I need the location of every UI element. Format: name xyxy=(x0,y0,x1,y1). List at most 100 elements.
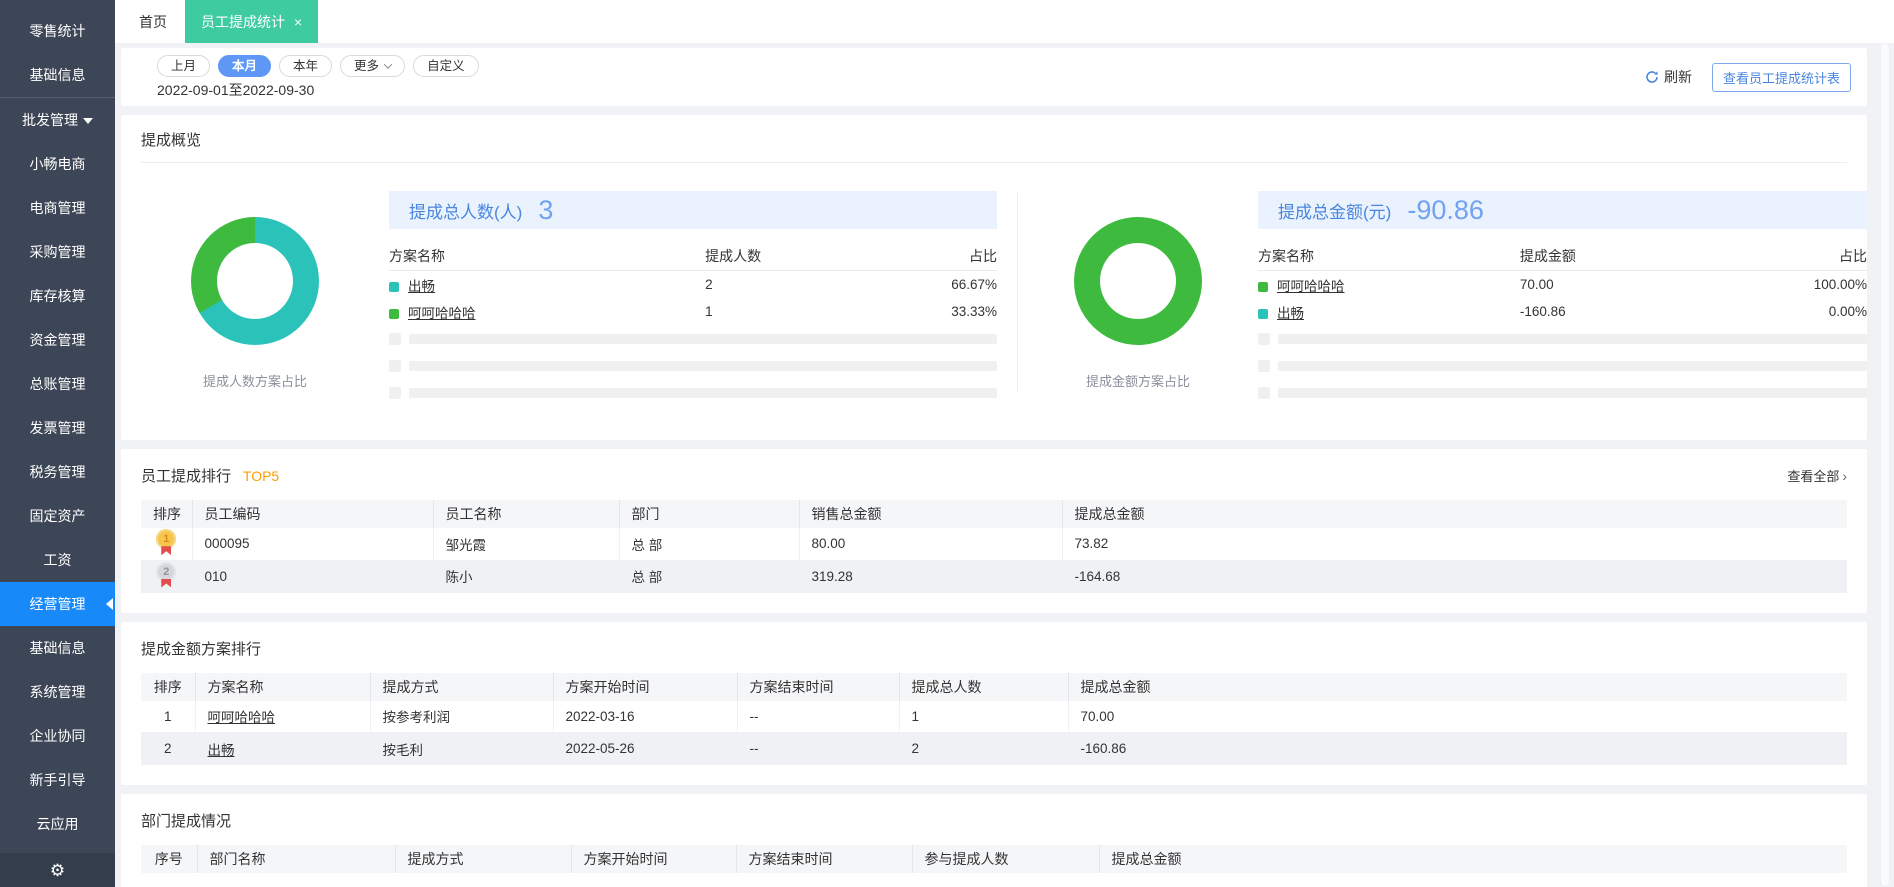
department: 总 部 xyxy=(619,560,800,593)
stat-value: -90.86 xyxy=(1407,194,1484,225)
commission-method: 按毛利 xyxy=(370,732,554,765)
view-all-link[interactable]: 查看全部 › xyxy=(1787,466,1847,485)
sidebar-item-fixed-assets[interactable]: 固定资产 xyxy=(29,508,86,524)
gear-icon[interactable]: ⚙ xyxy=(49,860,66,880)
placeholder-row xyxy=(1258,352,1867,379)
employee-ranking-title-group: 员工提成排行 TOP5 xyxy=(141,465,279,486)
column-header: 部门 xyxy=(619,500,800,528)
sidebar-item-funds-mgmt[interactable]: 资金管理 xyxy=(29,332,86,348)
department-table: 序号 部门名称 提成方式 方案开始时间 方案结束时间 参与提成人数 提成总金额 xyxy=(141,845,1847,873)
close-icon[interactable]: × xyxy=(294,13,303,30)
pill-more[interactable]: 更多 xyxy=(340,54,406,77)
sidebar-item-label: 批发管理 xyxy=(22,112,78,128)
placeholder-row xyxy=(1258,379,1867,406)
vertical-divider xyxy=(1017,191,1018,392)
column-header: 销售总金额 xyxy=(799,500,1063,528)
column-header: 提成总人数 xyxy=(899,672,1069,701)
sidebar-item-xiaochang-ecommerce[interactable]: 小畅电商 xyxy=(29,156,86,172)
rank-number: 1 xyxy=(141,700,196,733)
table-row: 出畅 2 66.67% xyxy=(389,271,997,298)
active-item-arrow-icon xyxy=(106,598,113,610)
amount-overview-half: 提成金额方案占比 提成总金额(元) -90.86 方案名称 提成金额 xyxy=(1018,183,1867,406)
amount-stats-block: 提成总金额(元) -90.86 方案名称 提成金额 占比 呵呵 xyxy=(1258,183,1867,406)
plan-link[interactable]: 呵呵哈哈哈 xyxy=(408,305,476,321)
vertical-scrollbar[interactable] xyxy=(1880,43,1890,887)
table-row: 2 010 陈小 总 部 319.28 -164.68 xyxy=(141,560,1847,593)
sidebar-item-basic-info[interactable]: 基础信息 xyxy=(29,67,86,83)
sidebar-item-beginner-guide[interactable]: 新手引导 xyxy=(29,772,86,788)
refresh-icon xyxy=(1646,71,1658,83)
donut-chart-amount xyxy=(1074,217,1202,345)
commission-method: 按参考利润 xyxy=(370,700,554,733)
overview-charts: 提成人数方案占比 提成总人数(人) 3 方案名称 提成人数 xyxy=(121,163,1867,406)
sidebar-item-enterprise-collab[interactable]: 企业协同 xyxy=(29,728,86,744)
sidebar-menu: 零售统计 基础信息 批发管理 小畅电商 电商管理 采购管理 库存核算 资金管理 … xyxy=(0,0,115,853)
table-header-row: 排序 员工编码 员工名称 部门 销售总金额 提成总金额 xyxy=(141,500,1847,528)
sidebar-item-basic-info-2[interactable]: 基础信息 xyxy=(29,640,86,656)
pill-custom[interactable]: 自定义 xyxy=(413,54,479,77)
column-header: 排序 xyxy=(141,672,196,701)
donut-label-amount: 提成金额方案占比 xyxy=(1085,374,1190,389)
plan-link[interactable]: 出畅 xyxy=(1277,305,1304,321)
plan-start-date: 2022-03-16 xyxy=(553,700,738,733)
commission-total: 73.82 xyxy=(1062,528,1847,561)
section-title-plan-ranking: 提成金额方案排行 xyxy=(141,640,262,658)
sidebar-item-purchase-mgmt[interactable]: 采购管理 xyxy=(29,244,86,260)
tab-employee-commission-stats[interactable]: 员工提成统计 × xyxy=(185,0,319,43)
tab-home[interactable]: 首页 xyxy=(139,13,167,30)
plan-link[interactable]: 呵呵哈哈哈 xyxy=(1277,278,1345,294)
plan-link[interactable]: 出畅 xyxy=(408,278,435,294)
plan-ranking-table: 排序 方案名称 提成方式 方案开始时间 方案结束时间 提成总人数 提成总金额 1 xyxy=(141,672,1847,765)
cell-percent: 33.33% xyxy=(951,304,997,319)
stat-label: 提成总金额(元) xyxy=(1278,202,1392,222)
plan-link[interactable]: 呵呵哈哈哈 xyxy=(207,710,276,726)
employee-code: 000095 xyxy=(192,528,434,561)
sidebar-item-inventory-accounting[interactable]: 库存核算 xyxy=(29,288,86,304)
table-row: 1 呵呵哈哈哈 按参考利润 2022-03-16 -- 1 70.00 xyxy=(141,700,1847,733)
pill-this-month[interactable]: 本月 xyxy=(218,54,272,77)
pill-last-month[interactable]: 上月 xyxy=(157,54,211,77)
sidebar-item-wholesale-mgmt[interactable]: 批发管理 xyxy=(0,98,115,142)
table-header-row: 序号 部门名称 提成方式 方案开始时间 方案结束时间 参与提成人数 提成总金额 xyxy=(141,845,1847,873)
table-row: 出畅 -160.86 0.00% xyxy=(1258,298,1867,325)
department: 总 部 xyxy=(619,528,800,561)
column-header: 提成总金额 xyxy=(1068,672,1847,701)
sidebar-footer: ⚙ xyxy=(0,853,115,887)
sidebar-item-invoice-mgmt[interactable]: 发票管理 xyxy=(29,420,86,436)
amount-total: 70.00 xyxy=(1068,700,1847,733)
sidebar-item-general-ledger[interactable]: 总账管理 xyxy=(29,376,86,392)
sidebar-item-cloud-apps[interactable]: 云应用 xyxy=(36,816,79,832)
sidebar-item-tax-mgmt[interactable]: 税务管理 xyxy=(29,464,86,480)
sidebar-item-retail-stats[interactable]: 零售统计 xyxy=(29,23,86,39)
column-header: 方案名称 xyxy=(195,672,371,701)
toolbar-actions: 刷新 查看员工提成统计表 xyxy=(1645,62,1851,92)
page-content: 上月 本月 本年 更多 自定义 2022-09-01至2022-09-30 刷新… xyxy=(115,43,1894,887)
employee-name: 邹光霞 xyxy=(433,528,620,561)
column-header: 提成总金额 xyxy=(1062,500,1847,528)
cell-value: 1 xyxy=(705,304,713,319)
rank-number: 2 xyxy=(141,732,196,765)
refresh-button[interactable]: 刷新 xyxy=(1645,67,1692,87)
donut-chart-people xyxy=(191,217,319,345)
placeholder-row xyxy=(1258,325,1867,352)
sidebar-item-system-mgmt[interactable]: 系统管理 xyxy=(29,684,86,700)
cell-percent: 0.00% xyxy=(1828,304,1867,319)
plan-ranking-section: 提成金额方案排行 排序 方案名称 提成方式 方案开始时间 方案结束时间 提成总人… xyxy=(121,621,1867,785)
sidebar-item-business-mgmt[interactable]: 经营管理 xyxy=(0,582,115,626)
department-commission-section: 部门提成情况 序号 部门名称 提成方式 方案开始时间 方案结束时间 参与提成人数… xyxy=(121,794,1867,887)
sidebar-item-ecommerce-mgmt[interactable]: 电商管理 xyxy=(29,200,86,216)
sidebar-item-payroll[interactable]: 工资 xyxy=(43,552,72,568)
plan-end-date: -- xyxy=(737,700,900,733)
column-header: 方案名称 xyxy=(1258,247,1314,264)
column-header: 提成总金额 xyxy=(1099,845,1847,873)
pill-this-year[interactable]: 本年 xyxy=(279,54,333,77)
amount-total-bar: 提成总金额(元) -90.86 xyxy=(1258,191,1867,229)
column-header: 提成方式 xyxy=(395,845,572,873)
view-report-button[interactable]: 查看员工提成统计表 xyxy=(1711,62,1851,92)
cell-percent: 66.67% xyxy=(951,277,997,292)
column-header: 占比 xyxy=(1839,247,1867,264)
plan-link[interactable]: 出畅 xyxy=(207,742,235,758)
stat-value: 3 xyxy=(538,194,554,225)
column-header: 方案结束时间 xyxy=(737,672,900,701)
